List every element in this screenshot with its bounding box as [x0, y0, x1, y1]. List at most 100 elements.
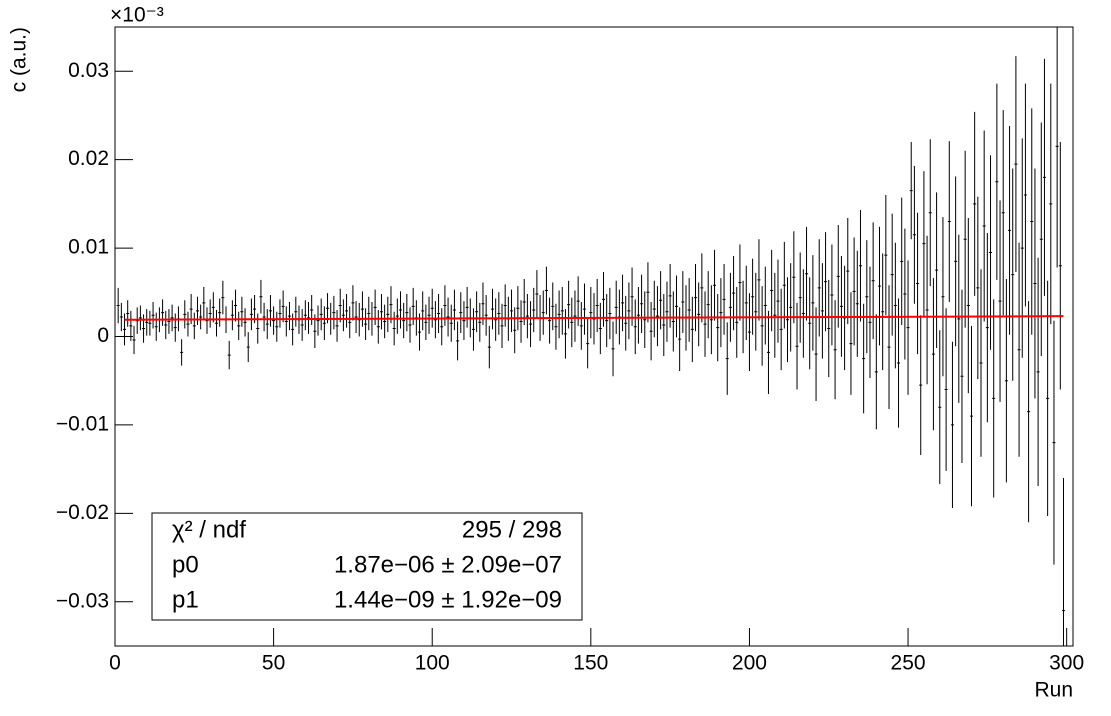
error-bar-point: [973, 111, 977, 296]
error-bar-point: [180, 339, 184, 366]
y-multiplier: ×10⁻³: [110, 4, 164, 27]
error-bar-point: [836, 225, 840, 328]
error-bar-point: [322, 306, 326, 341]
error-bar-point: [725, 322, 729, 395]
error-bar-point: [446, 297, 450, 337]
error-bar-point: [1027, 301, 1031, 523]
error-bar-point: [418, 313, 422, 351]
error-bar-point: [183, 300, 187, 329]
x-tick-label: 50: [262, 652, 285, 675]
error-bar-point: [659, 271, 663, 330]
error-bar-point: [161, 299, 165, 326]
error-bar-point: [827, 279, 831, 378]
error-bar-point: [839, 256, 843, 357]
error-bar-point: [608, 287, 612, 340]
error-bar-point: [805, 226, 809, 321]
error-bar-point: [541, 290, 545, 335]
error-bar-point: [484, 294, 488, 336]
error-bar-point: [605, 294, 609, 348]
error-bar-point: [744, 265, 748, 341]
error-bar-point: [722, 263, 726, 335]
error-bar-point: [218, 298, 222, 327]
error-bar-point: [881, 253, 885, 371]
error-bar-point: [824, 232, 828, 332]
error-bar-point: [490, 288, 494, 330]
error-bar-point: [938, 330, 942, 485]
error-bar-point: [421, 291, 425, 331]
error-bar-point: [424, 304, 428, 341]
error-bar-point: [275, 311, 279, 342]
error-bar-point: [614, 280, 618, 334]
error-bar-point: [1008, 126, 1012, 335]
error-bar-point: [554, 303, 558, 350]
error-bar-point: [202, 286, 206, 319]
error-bar-point: [817, 239, 821, 337]
error-bar-point: [535, 270, 539, 318]
error-bar-point: [151, 302, 155, 329]
error-bar-point: [1011, 168, 1015, 381]
error-bar-point: [709, 285, 713, 355]
error-bar-point: [893, 242, 897, 369]
error-bar-point: [820, 263, 824, 359]
error-bar-point: [532, 287, 536, 333]
error-bar-point: [947, 141, 951, 303]
error-bar-point: [500, 303, 504, 348]
stat-name: χ² / ndf: [172, 516, 246, 543]
error-bar-point: [471, 308, 475, 351]
error-bar-point: [430, 288, 434, 328]
error-bar-point: [640, 274, 644, 333]
error-bar-point: [681, 271, 685, 333]
error-bar-point: [170, 304, 174, 332]
error-bar-point: [1046, 280, 1050, 517]
error-bar-point: [281, 290, 285, 323]
error-bar-point: [338, 288, 342, 323]
error-bar-point: [452, 289, 456, 331]
error-bar-point: [246, 332, 250, 363]
error-bar-point: [573, 290, 577, 342]
x-tick-label: 300: [1049, 652, 1084, 675]
error-bar-point: [690, 296, 694, 363]
error-bar-point: [621, 274, 625, 332]
error-bar-point: [487, 325, 491, 369]
error-bar-point: [877, 226, 881, 346]
error-bar-point: [811, 255, 815, 351]
error-bar-point: [389, 286, 393, 324]
error-bar-point: [944, 308, 948, 471]
error-bar-point: [855, 250, 859, 357]
error-bar-point: [700, 253, 704, 323]
y-tick-label: −0.02: [56, 501, 109, 524]
error-bar-point: [897, 298, 901, 428]
x-tick-label: 200: [732, 652, 767, 675]
error-bar-point: [1055, 27, 1059, 268]
error-bar-point: [1023, 83, 1027, 307]
error-bar-point: [633, 299, 637, 355]
error-bar-point: [868, 266, 872, 379]
error-bar-point: [1020, 138, 1024, 358]
error-bar-point: [912, 165, 916, 304]
error-bar-point: [1014, 56, 1018, 272]
error-bar-point: [240, 296, 244, 327]
error-bar-point: [408, 307, 412, 343]
error-bar-point: [1036, 257, 1040, 486]
error-bar-point: [703, 291, 707, 357]
error-bar-point: [957, 234, 961, 403]
error-bar-point: [1042, 58, 1046, 296]
error-bar-point: [364, 308, 368, 341]
error-bar-point: [713, 249, 717, 321]
error-bar-point: [494, 298, 498, 341]
error-bar-point: [582, 283, 586, 335]
y-tick-label: −0.01: [56, 412, 109, 435]
error-bar-point: [579, 302, 583, 350]
error-bar-point: [979, 269, 983, 457]
error-bar-point: [776, 259, 780, 343]
error-bar-point: [922, 171, 926, 317]
error-bar-point: [437, 294, 441, 333]
error-bar-point: [874, 314, 878, 430]
error-bar-point: [966, 218, 970, 394]
error-bar-point: [925, 235, 929, 385]
error-bar-point: [849, 292, 853, 395]
error-bar-point: [119, 302, 123, 332]
error-bar-point: [465, 286, 469, 328]
error-bar-point: [173, 313, 177, 342]
error-bar-point: [773, 272, 777, 358]
